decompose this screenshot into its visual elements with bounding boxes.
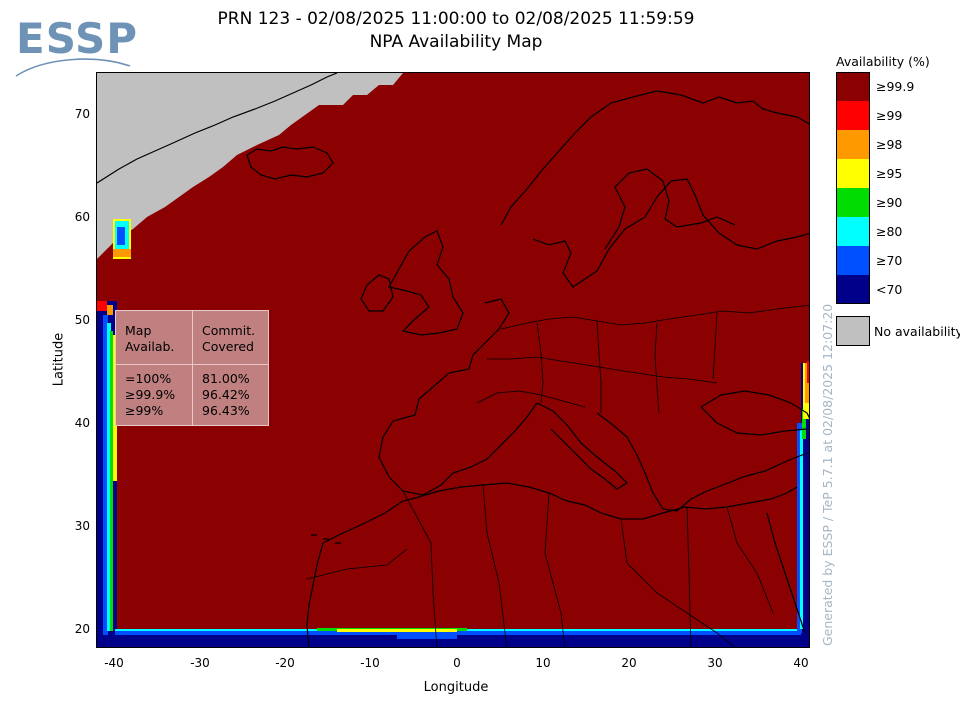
stats-col1-header: Map Availab.	[125, 323, 174, 355]
legend-swatch	[836, 217, 870, 246]
legend-label-no-availability: No availability	[874, 324, 960, 339]
legend-swatch	[836, 159, 870, 188]
band-80-east	[800, 429, 803, 629]
band-99-east	[807, 361, 809, 383]
legend-swatch-no-availability	[836, 316, 870, 346]
patch-98	[113, 249, 131, 257]
stats-divider	[116, 364, 268, 365]
x-tick: 0	[453, 656, 461, 670]
stats-col1-header-line: Map	[125, 323, 152, 338]
band-70-east	[797, 423, 802, 633]
stats-covered: 96.42%	[202, 387, 250, 402]
band-90-east	[802, 409, 806, 439]
legend-swatch	[836, 101, 870, 130]
x-tick: 40	[793, 656, 809, 670]
legend-swatch	[836, 130, 870, 159]
stats-level: ≥99%	[125, 403, 164, 418]
band-95-south	[337, 629, 457, 632]
stats-col-map-availability: Map Availab. =100% ≥99.9% ≥99%	[116, 311, 193, 425]
band-70-west	[103, 315, 108, 635]
stats-col2-header-line: Commit.	[202, 323, 256, 338]
stats-covered: 96.43%	[202, 403, 250, 418]
x-tick: 20	[621, 656, 637, 670]
y-tick: 60	[74, 210, 90, 224]
band-80-west	[107, 323, 111, 631]
y-axis-label: Latitude	[51, 332, 67, 387]
stats-level: ≥99.9%	[125, 387, 176, 402]
no-availability-region	[97, 73, 403, 259]
x-tick: -40	[104, 656, 124, 670]
legend-label: ≥70	[876, 253, 903, 268]
legend-swatch	[836, 188, 870, 217]
patch-70	[117, 227, 125, 245]
x-tick: -10	[360, 656, 380, 670]
stats-col2-header-line: Covered	[202, 339, 254, 354]
band-70-south-dip	[397, 635, 457, 639]
y-tick: 70	[74, 107, 90, 121]
legend-label: <70	[876, 282, 903, 297]
legend-title: Availability (%)	[836, 54, 930, 69]
band-70-south	[115, 631, 805, 635]
legend-label: ≥98	[876, 137, 903, 152]
map-title: PRN 123 - 02/08/2025 11:00:00 to 02/08/2…	[217, 9, 695, 29]
logo-text: ESSP	[16, 14, 139, 63]
generated-by-credit: Generated by ESSP / TeP 5.7.1 at 02/08/2…	[820, 303, 835, 646]
low-availability-band-east	[801, 363, 809, 647]
band-98-west-top	[107, 305, 113, 315]
x-tick: -30	[190, 656, 210, 670]
legend-swatch	[836, 72, 870, 101]
x-tick: 10	[535, 656, 551, 670]
stats-level: =100%	[125, 371, 172, 386]
y-tick: 50	[74, 313, 90, 327]
stats-col1-body: =100% ≥99.9% ≥99%	[125, 371, 175, 419]
band-99-west-top	[97, 301, 107, 311]
stats-col-commit-covered: Commit. Covered 81.00% 96.42% 96.43%	[193, 311, 269, 425]
legend-label: ≥99.9	[876, 79, 915, 94]
y-tick: 30	[74, 519, 90, 533]
legend-label: ≥99	[876, 108, 903, 123]
legend-label: ≥90	[876, 195, 903, 210]
legend-swatch	[836, 275, 870, 304]
stats-table: Map Availab. =100% ≥99.9% ≥99% Commit. C…	[115, 310, 269, 426]
country-borders	[306, 304, 809, 647]
stats-col1-header-line: Availab.	[125, 339, 175, 354]
logo-swoosh-icon	[15, 58, 131, 77]
legend-label: ≥80	[876, 224, 903, 239]
legend-label: ≥95	[876, 166, 903, 181]
low-availability-band-south	[97, 635, 809, 647]
legend-swatch	[836, 246, 870, 275]
stats-col2-header: Commit. Covered	[202, 323, 255, 355]
stats-covered: 81.00%	[202, 371, 250, 386]
x-axis-label: Longitude	[423, 680, 489, 695]
x-tick: 30	[707, 656, 723, 670]
y-tick: 20	[74, 622, 90, 636]
map-subtitle: NPA Availability Map	[369, 32, 543, 52]
x-tick: -20	[275, 656, 295, 670]
stats-col2-body: 81.00% 96.42% 96.43%	[202, 371, 250, 419]
band-90-west	[110, 331, 113, 631]
y-tick: 40	[74, 416, 90, 430]
essp-logo: ESSP	[14, 14, 137, 80]
